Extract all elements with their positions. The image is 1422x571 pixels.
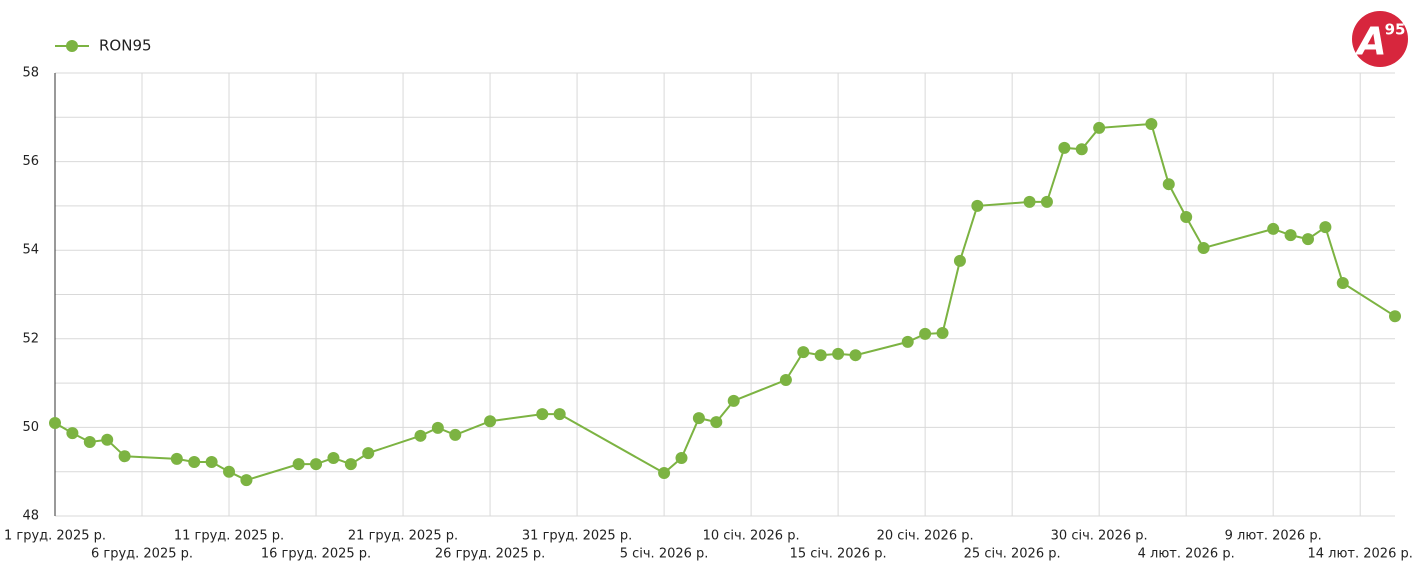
logo-circle	[1352, 11, 1408, 67]
data-point	[449, 428, 462, 441]
y-tick-label: 58	[22, 66, 39, 81]
data-point	[814, 349, 827, 362]
x-tick-label: 16 груд. 2025 р.	[261, 547, 371, 562]
legend-marker	[66, 40, 78, 52]
y-tick-label: 54	[22, 243, 39, 258]
x-tick-label: 15 січ. 2026 р.	[790, 547, 887, 562]
data-point	[205, 455, 218, 468]
data-point	[310, 458, 323, 471]
data-point	[344, 458, 357, 471]
data-point	[240, 474, 253, 487]
x-tick-label: 4 лют. 2026 р.	[1138, 547, 1235, 562]
x-tick-label: 11 груд. 2025 р.	[174, 529, 284, 544]
data-point	[901, 335, 914, 348]
y-tick-label: 52	[22, 331, 39, 346]
data-point	[1040, 195, 1053, 208]
data-point	[953, 254, 966, 267]
data-point	[66, 427, 79, 440]
data-point	[1162, 178, 1175, 191]
data-point	[1023, 195, 1036, 208]
x-tick-label: 20 січ. 2026 р.	[877, 529, 974, 544]
y-tick-label: 50	[22, 420, 39, 435]
data-point	[658, 467, 671, 480]
data-point	[1389, 310, 1401, 323]
data-point	[83, 436, 96, 449]
data-point	[936, 327, 949, 340]
data-point	[188, 455, 201, 468]
x-tick-label: 14 лют. 2026 р.	[1308, 547, 1413, 562]
data-point	[710, 416, 723, 429]
data-point	[1145, 117, 1158, 130]
data-point	[101, 433, 114, 446]
data-point	[1319, 221, 1332, 234]
data-point	[692, 412, 705, 425]
data-point	[484, 415, 497, 428]
y-tick-label: 48	[22, 509, 39, 524]
data-point	[170, 452, 183, 465]
x-tick-label: 10 січ. 2026 р.	[703, 529, 800, 544]
x-tick-label: 25 січ. 2026 р.	[964, 547, 1061, 562]
x-tick-label: 5 січ. 2026 р.	[620, 547, 709, 562]
logo-letter: A	[1354, 20, 1386, 64]
data-point	[431, 421, 444, 434]
data-point	[1301, 233, 1314, 246]
x-tick-label: 6 груд. 2025 р.	[91, 547, 193, 562]
data-point	[327, 451, 340, 464]
data-point	[1058, 141, 1071, 154]
data-point	[1093, 121, 1106, 134]
data-point	[1180, 210, 1193, 223]
logo: A 95	[1352, 11, 1408, 67]
data-point	[1284, 229, 1297, 242]
data-point	[727, 394, 740, 407]
data-point	[1267, 222, 1280, 235]
x-tick-label: 26 груд. 2025 р.	[435, 547, 545, 562]
data-point	[919, 327, 932, 340]
data-point	[223, 465, 236, 478]
data-point	[553, 408, 566, 421]
data-point	[1197, 241, 1210, 254]
x-tick-label: 9 лют. 2026 р.	[1225, 529, 1322, 544]
legend-label: RON95	[99, 37, 152, 55]
series-line	[54, 122, 1396, 482]
data-point	[797, 346, 810, 359]
data-point	[971, 199, 984, 212]
data-point	[292, 458, 305, 471]
data-point	[118, 450, 131, 463]
data-point	[675, 451, 688, 464]
data-point	[1336, 276, 1349, 289]
data-point	[832, 347, 845, 360]
data-point	[849, 349, 862, 362]
y-tick-label: 56	[22, 154, 39, 169]
data-point	[49, 416, 61, 429]
x-tick-label: 1 груд. 2025 р.	[4, 529, 106, 544]
x-tick-label: 21 груд. 2025 р.	[348, 529, 458, 544]
data-point	[1075, 143, 1088, 156]
data-point	[414, 429, 427, 442]
x-tick-label: 30 січ. 2026 р.	[1051, 529, 1148, 544]
x-tick-label: 31 груд. 2025 р.	[522, 529, 632, 544]
data-point	[779, 373, 792, 386]
data-point	[536, 408, 549, 421]
data-point	[362, 447, 375, 460]
logo-number: 95	[1385, 21, 1406, 39]
